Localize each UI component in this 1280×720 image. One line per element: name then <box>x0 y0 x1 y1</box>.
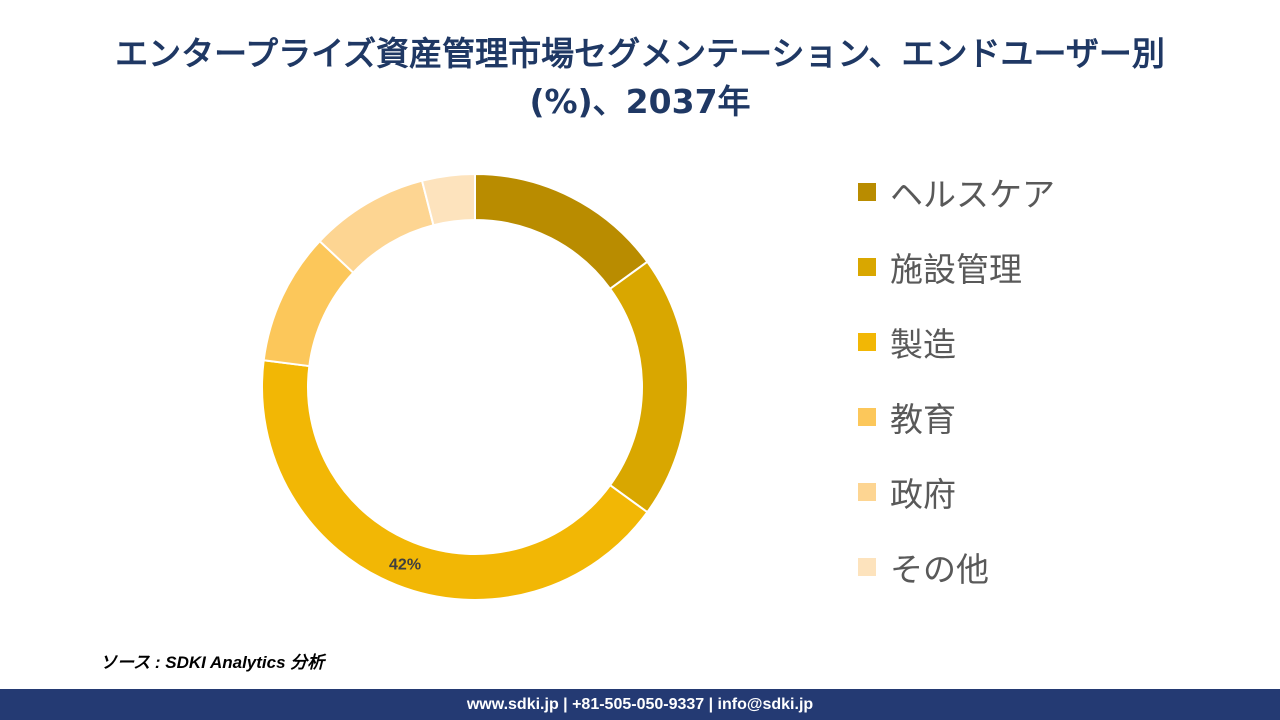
legend-label: ヘルスケア <box>890 174 1055 214</box>
donut-slice <box>474 172 649 291</box>
source-note: ソース : SDKI Analytics 分析 <box>100 653 325 672</box>
legend-item: 政府 <box>858 454 1055 529</box>
legend-item: 教育 <box>858 379 1055 454</box>
donut-slice <box>261 359 649 601</box>
footer-contact-bar: www.sdki.jp | +81-505-050-9337 | info@sd… <box>0 689 1280 720</box>
donut-chart: 42% <box>261 172 689 601</box>
legend-item: ヘルスケア <box>858 154 1055 229</box>
chart-legend: ヘルスケア 施設管理 製造 教育 政府 その他 <box>858 154 1055 604</box>
legend-label: 政府 <box>890 474 956 514</box>
legend-swatch <box>858 407 876 426</box>
legend-swatch <box>858 557 876 576</box>
legend-swatch <box>858 182 876 201</box>
donut-slice <box>608 260 689 514</box>
legend-item: その他 <box>858 529 1055 604</box>
legend-item: 施設管理 <box>858 229 1055 304</box>
legend-label: 教育 <box>890 399 956 439</box>
slice-data-label: 42% <box>389 557 421 574</box>
legend-swatch <box>858 332 876 351</box>
legend-label: その他 <box>890 549 989 589</box>
chart-title: エンタープライズ資産管理市場セグメンテーション、エンドユーザー別 (%)、203… <box>0 30 1280 126</box>
legend-swatch <box>858 482 876 501</box>
legend-label: 製造 <box>890 324 956 364</box>
chart-title-line-1: エンタープライズ資産管理市場セグメンテーション、エンドユーザー別 <box>115 34 1165 73</box>
donut-slice <box>420 172 476 227</box>
legend-swatch <box>858 257 876 276</box>
legend-label: 施設管理 <box>890 249 1022 289</box>
legend-item: 製造 <box>858 304 1055 379</box>
chart-title-line-2: (%)、2037年 <box>529 82 751 121</box>
